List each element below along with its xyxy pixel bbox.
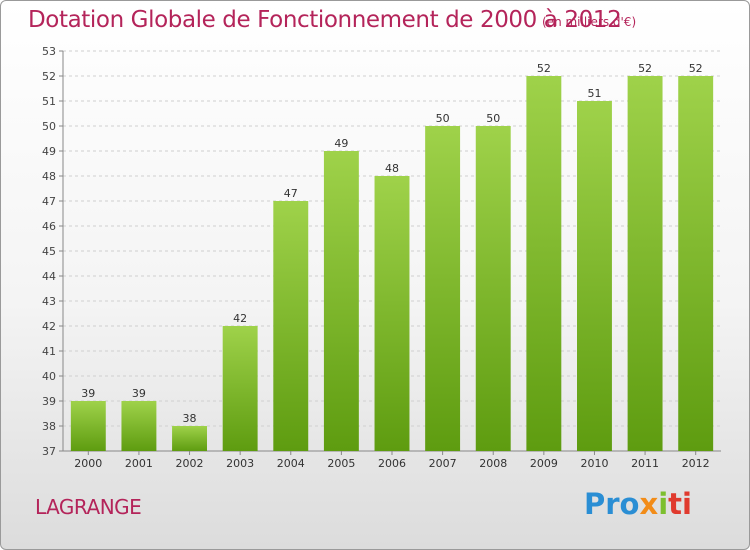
bar: [222, 326, 258, 451]
x-tick-label: 2011: [631, 457, 659, 470]
bar: [273, 201, 309, 451]
y-tick-label: 41: [42, 345, 56, 358]
bar-value-label: 38: [183, 412, 197, 425]
bar: [172, 426, 208, 451]
y-tick-label: 37: [42, 445, 56, 458]
y-tick-label: 39: [42, 395, 56, 408]
bar-value-label: 39: [132, 387, 146, 400]
commune-name: LAGRANGE: [35, 495, 142, 519]
bar: [121, 401, 157, 451]
bar-value-label: 52: [537, 62, 551, 75]
y-tick-label: 53: [42, 45, 56, 58]
x-tick-label: 2003: [226, 457, 254, 470]
y-tick-label: 47: [42, 195, 56, 208]
y-tick-label: 51: [42, 95, 56, 108]
bar: [425, 126, 461, 451]
x-tick-label: 2000: [74, 457, 102, 470]
y-tick-label: 52: [42, 70, 56, 83]
bar-value-label: 49: [334, 137, 348, 150]
proxiti-logo: Proxiti: [584, 487, 692, 521]
y-tick-label: 50: [42, 120, 56, 133]
bar-value-label: 52: [638, 62, 652, 75]
x-tick-label: 2001: [125, 457, 153, 470]
bar-value-label: 50: [436, 112, 450, 125]
y-tick-label: 43: [42, 295, 56, 308]
x-tick-label: 2002: [176, 457, 204, 470]
bar: [678, 76, 714, 451]
y-tick-label: 44: [42, 270, 56, 283]
x-tick-label: 2009: [530, 457, 558, 470]
logo-part-4: ti: [668, 487, 692, 521]
bar-value-label: 52: [689, 62, 703, 75]
x-tick-label: 2007: [429, 457, 457, 470]
bar: [323, 151, 359, 451]
bar: [576, 101, 612, 451]
bar: [627, 76, 663, 451]
x-tick-label: 2005: [327, 457, 355, 470]
y-tick-label: 49: [42, 145, 56, 158]
bar: [526, 76, 562, 451]
y-tick-label: 40: [42, 370, 56, 383]
chart-subtitle: (en milliers d'€): [542, 15, 637, 29]
bar-value-label: 50: [486, 112, 500, 125]
bar-value-label: 42: [233, 312, 247, 325]
bar-value-label: 51: [587, 87, 601, 100]
x-tick-label: 2010: [580, 457, 608, 470]
bar: [374, 176, 410, 451]
bar-value-label: 39: [81, 387, 95, 400]
y-tick-label: 46: [42, 220, 56, 233]
logo-part-1: Pro: [584, 487, 640, 521]
x-tick-label: 2012: [682, 457, 710, 470]
bar: [70, 401, 106, 451]
bar-value-label: 48: [385, 162, 399, 175]
y-tick-label: 38: [42, 420, 56, 433]
x-tick-label: 2008: [479, 457, 507, 470]
y-tick-label: 45: [42, 245, 56, 258]
y-tick-label: 42: [42, 320, 56, 333]
y-tick-label: 48: [42, 170, 56, 183]
bar-value-label: 47: [284, 187, 298, 200]
x-tick-label: 2004: [277, 457, 305, 470]
chart-title: Dotation Globale de Fonctionnement de 20…: [28, 7, 622, 33]
bar: [475, 126, 511, 451]
logo-part-2: x: [639, 487, 659, 521]
logo-part-3: i: [658, 487, 669, 521]
x-tick-label: 2006: [378, 457, 406, 470]
